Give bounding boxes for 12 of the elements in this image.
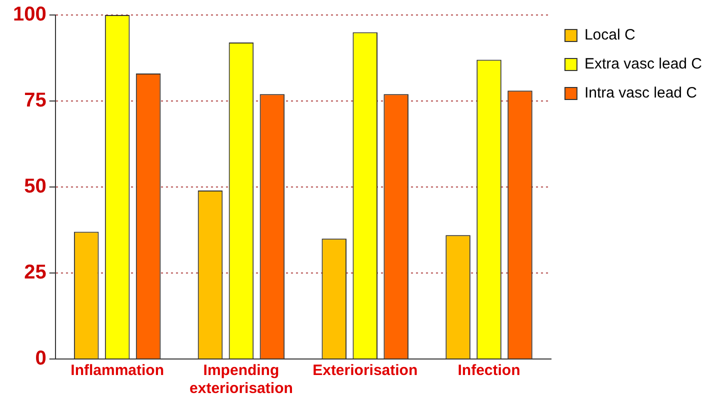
y-tick-label: 100 xyxy=(12,4,46,26)
legend-label: Extra vasc lead C xyxy=(584,56,702,73)
y-tick-label: 25 xyxy=(24,262,46,284)
y-tick-label: 75 xyxy=(24,90,46,112)
x-tick-label: Exteriorisation xyxy=(312,362,418,380)
x-tick-label: Impending exteriorisation xyxy=(190,362,293,398)
y-tick-label: 0 xyxy=(35,348,46,370)
legend-label: Intra vasc lead C xyxy=(584,84,698,102)
x-tick-label: Infection xyxy=(458,362,520,380)
legend-label: Local C xyxy=(584,26,636,44)
x-tick-label: Inflammation xyxy=(70,362,164,380)
y-tick-label: 50 xyxy=(24,176,46,198)
